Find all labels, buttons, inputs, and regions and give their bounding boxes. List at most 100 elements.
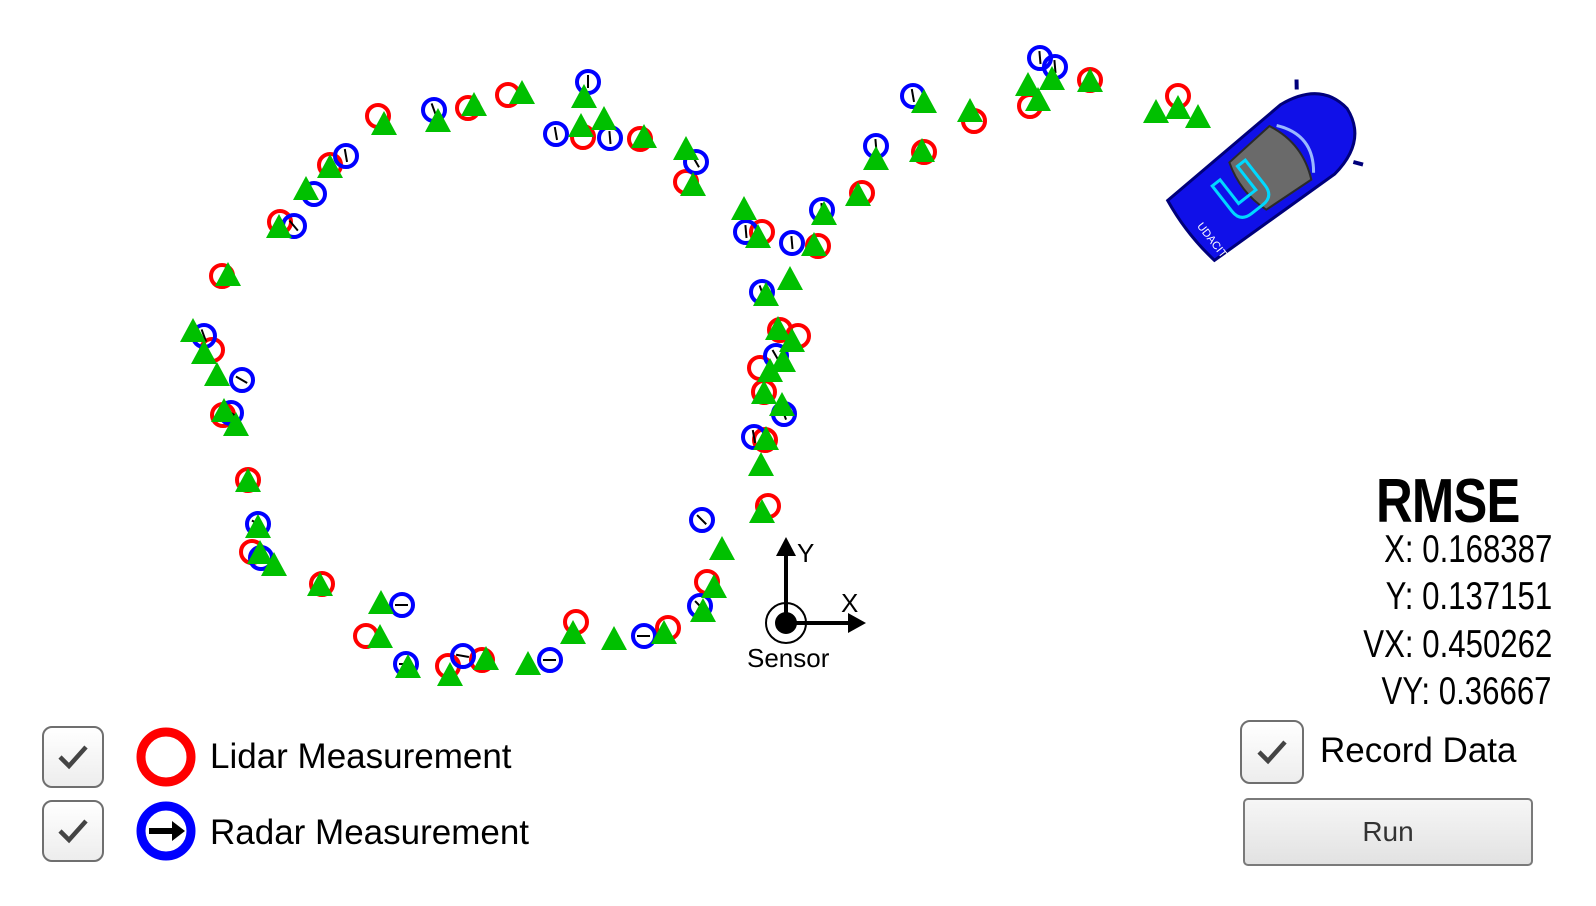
estimate-marker	[745, 224, 771, 248]
estimate-marker	[437, 662, 463, 686]
estimate-marker	[425, 108, 451, 132]
sensor-axes: Y X Sensor	[747, 537, 866, 673]
estimate-marker	[731, 196, 757, 220]
estimate-marker	[568, 113, 594, 137]
record-data-checkbox[interactable]	[1240, 720, 1304, 784]
record-data-label: Record Data	[1320, 731, 1517, 770]
estimate-marker	[779, 328, 805, 352]
x-axis-label: X	[841, 588, 858, 618]
estimate-marker	[751, 380, 777, 404]
checkmark-icon	[58, 745, 88, 770]
estimate-marker	[317, 154, 343, 178]
estimate-marker	[395, 654, 421, 678]
estimate-marker	[701, 574, 727, 598]
y-axis-label: Y	[797, 538, 814, 568]
radar-direction-arrow	[288, 219, 299, 232]
radar-direction-arrow	[910, 88, 916, 103]
estimate-marker	[223, 412, 249, 436]
radar-direction-arrow	[455, 653, 470, 659]
y-axis-arrowhead	[776, 537, 796, 556]
estimate-marker	[571, 84, 597, 108]
estimate-marker	[909, 138, 935, 162]
estimate-marker	[845, 182, 871, 206]
estimate-marker	[204, 362, 230, 386]
rmse-vx-value: VX: 0.450262	[1362, 623, 1552, 666]
estimate-marker	[371, 111, 397, 135]
radar-direction-arrow	[235, 375, 248, 384]
estimate-marker	[753, 282, 779, 306]
radar-marker	[333, 143, 359, 169]
estimate-marker	[601, 626, 627, 650]
estimate-marker	[753, 426, 779, 450]
radar-direction-arrow	[343, 148, 349, 163]
radar-marker	[543, 121, 569, 147]
radar-checkbox[interactable]	[42, 800, 104, 862]
radar-direction-arrow	[608, 130, 612, 145]
estimate-marker	[1025, 87, 1051, 111]
estimate-marker	[957, 98, 983, 122]
estimate-marker	[368, 590, 394, 614]
run-button[interactable]: Run	[1243, 798, 1533, 866]
estimate-marker	[1165, 95, 1191, 119]
radar-marker	[779, 230, 805, 256]
measurement-layer	[180, 45, 1211, 686]
estimate-marker	[1185, 104, 1211, 128]
rmse-y-value: Y: 0.137151	[1385, 575, 1552, 618]
sensor-label: Sensor	[747, 643, 830, 673]
estimate-marker	[235, 468, 261, 492]
radar-direction-arrow	[1053, 59, 1057, 74]
radar-legend-icon	[136, 801, 196, 861]
estimate-marker	[1039, 66, 1065, 90]
estimate-marker	[266, 214, 292, 238]
rmse-x-value: X: 0.168387	[1383, 528, 1552, 571]
estimate-marker	[180, 318, 206, 342]
estimate-marker	[367, 624, 393, 648]
radar-direction-arrow	[200, 329, 207, 342]
estimate-marker	[769, 392, 795, 416]
x-axis-arrowhead	[848, 613, 866, 633]
estimate-marker	[591, 106, 617, 130]
estimate-marker	[680, 172, 706, 196]
checkmark-icon	[58, 819, 88, 844]
estimate-marker	[307, 572, 333, 596]
rmse-vy-value: VY: 0.36667	[1381, 670, 1552, 713]
radar-marker	[450, 643, 476, 669]
estimate-marker	[560, 620, 586, 644]
estimate-marker	[461, 92, 487, 116]
lidar-legend-label: Lidar Measurement	[210, 737, 512, 776]
estimate-marker	[911, 89, 937, 113]
lidar-checkbox[interactable]	[42, 726, 104, 788]
radar-marker	[229, 367, 255, 393]
estimate-marker	[770, 348, 796, 372]
radar-marker	[631, 623, 657, 649]
estimate-marker	[749, 499, 775, 523]
estimate-marker	[509, 80, 535, 104]
estimate-marker	[215, 262, 241, 286]
rmse-title: RMSE	[1376, 467, 1520, 536]
radar-legend-label: Radar Measurement	[210, 813, 530, 852]
estimate-marker	[211, 398, 237, 422]
estimate-marker	[1077, 68, 1103, 92]
radar-direction-arrow	[553, 126, 559, 141]
estimate-marker	[709, 536, 735, 560]
sensor-ring-icon	[765, 602, 807, 644]
estimate-marker	[245, 514, 271, 538]
estimate-marker	[1143, 99, 1169, 123]
radar-direction-arrow	[751, 429, 757, 444]
sensor-dot-icon	[775, 612, 797, 634]
estimate-marker	[757, 358, 783, 382]
radar-marker	[683, 149, 709, 175]
estimate-marker	[811, 201, 837, 225]
radar-direction-arrow	[790, 235, 794, 250]
estimate-marker	[631, 124, 657, 148]
estimate-marker	[191, 340, 217, 364]
radar-direction-arrow	[696, 514, 707, 525]
lidar-marker	[911, 139, 937, 165]
radar-direction-arrow	[1038, 50, 1042, 65]
estimate-marker	[261, 552, 287, 576]
estimate-marker	[293, 176, 319, 200]
estimate-marker	[651, 620, 677, 644]
estimate-marker	[863, 146, 889, 170]
estimate-marker	[515, 651, 541, 675]
estimate-marker	[748, 452, 774, 476]
